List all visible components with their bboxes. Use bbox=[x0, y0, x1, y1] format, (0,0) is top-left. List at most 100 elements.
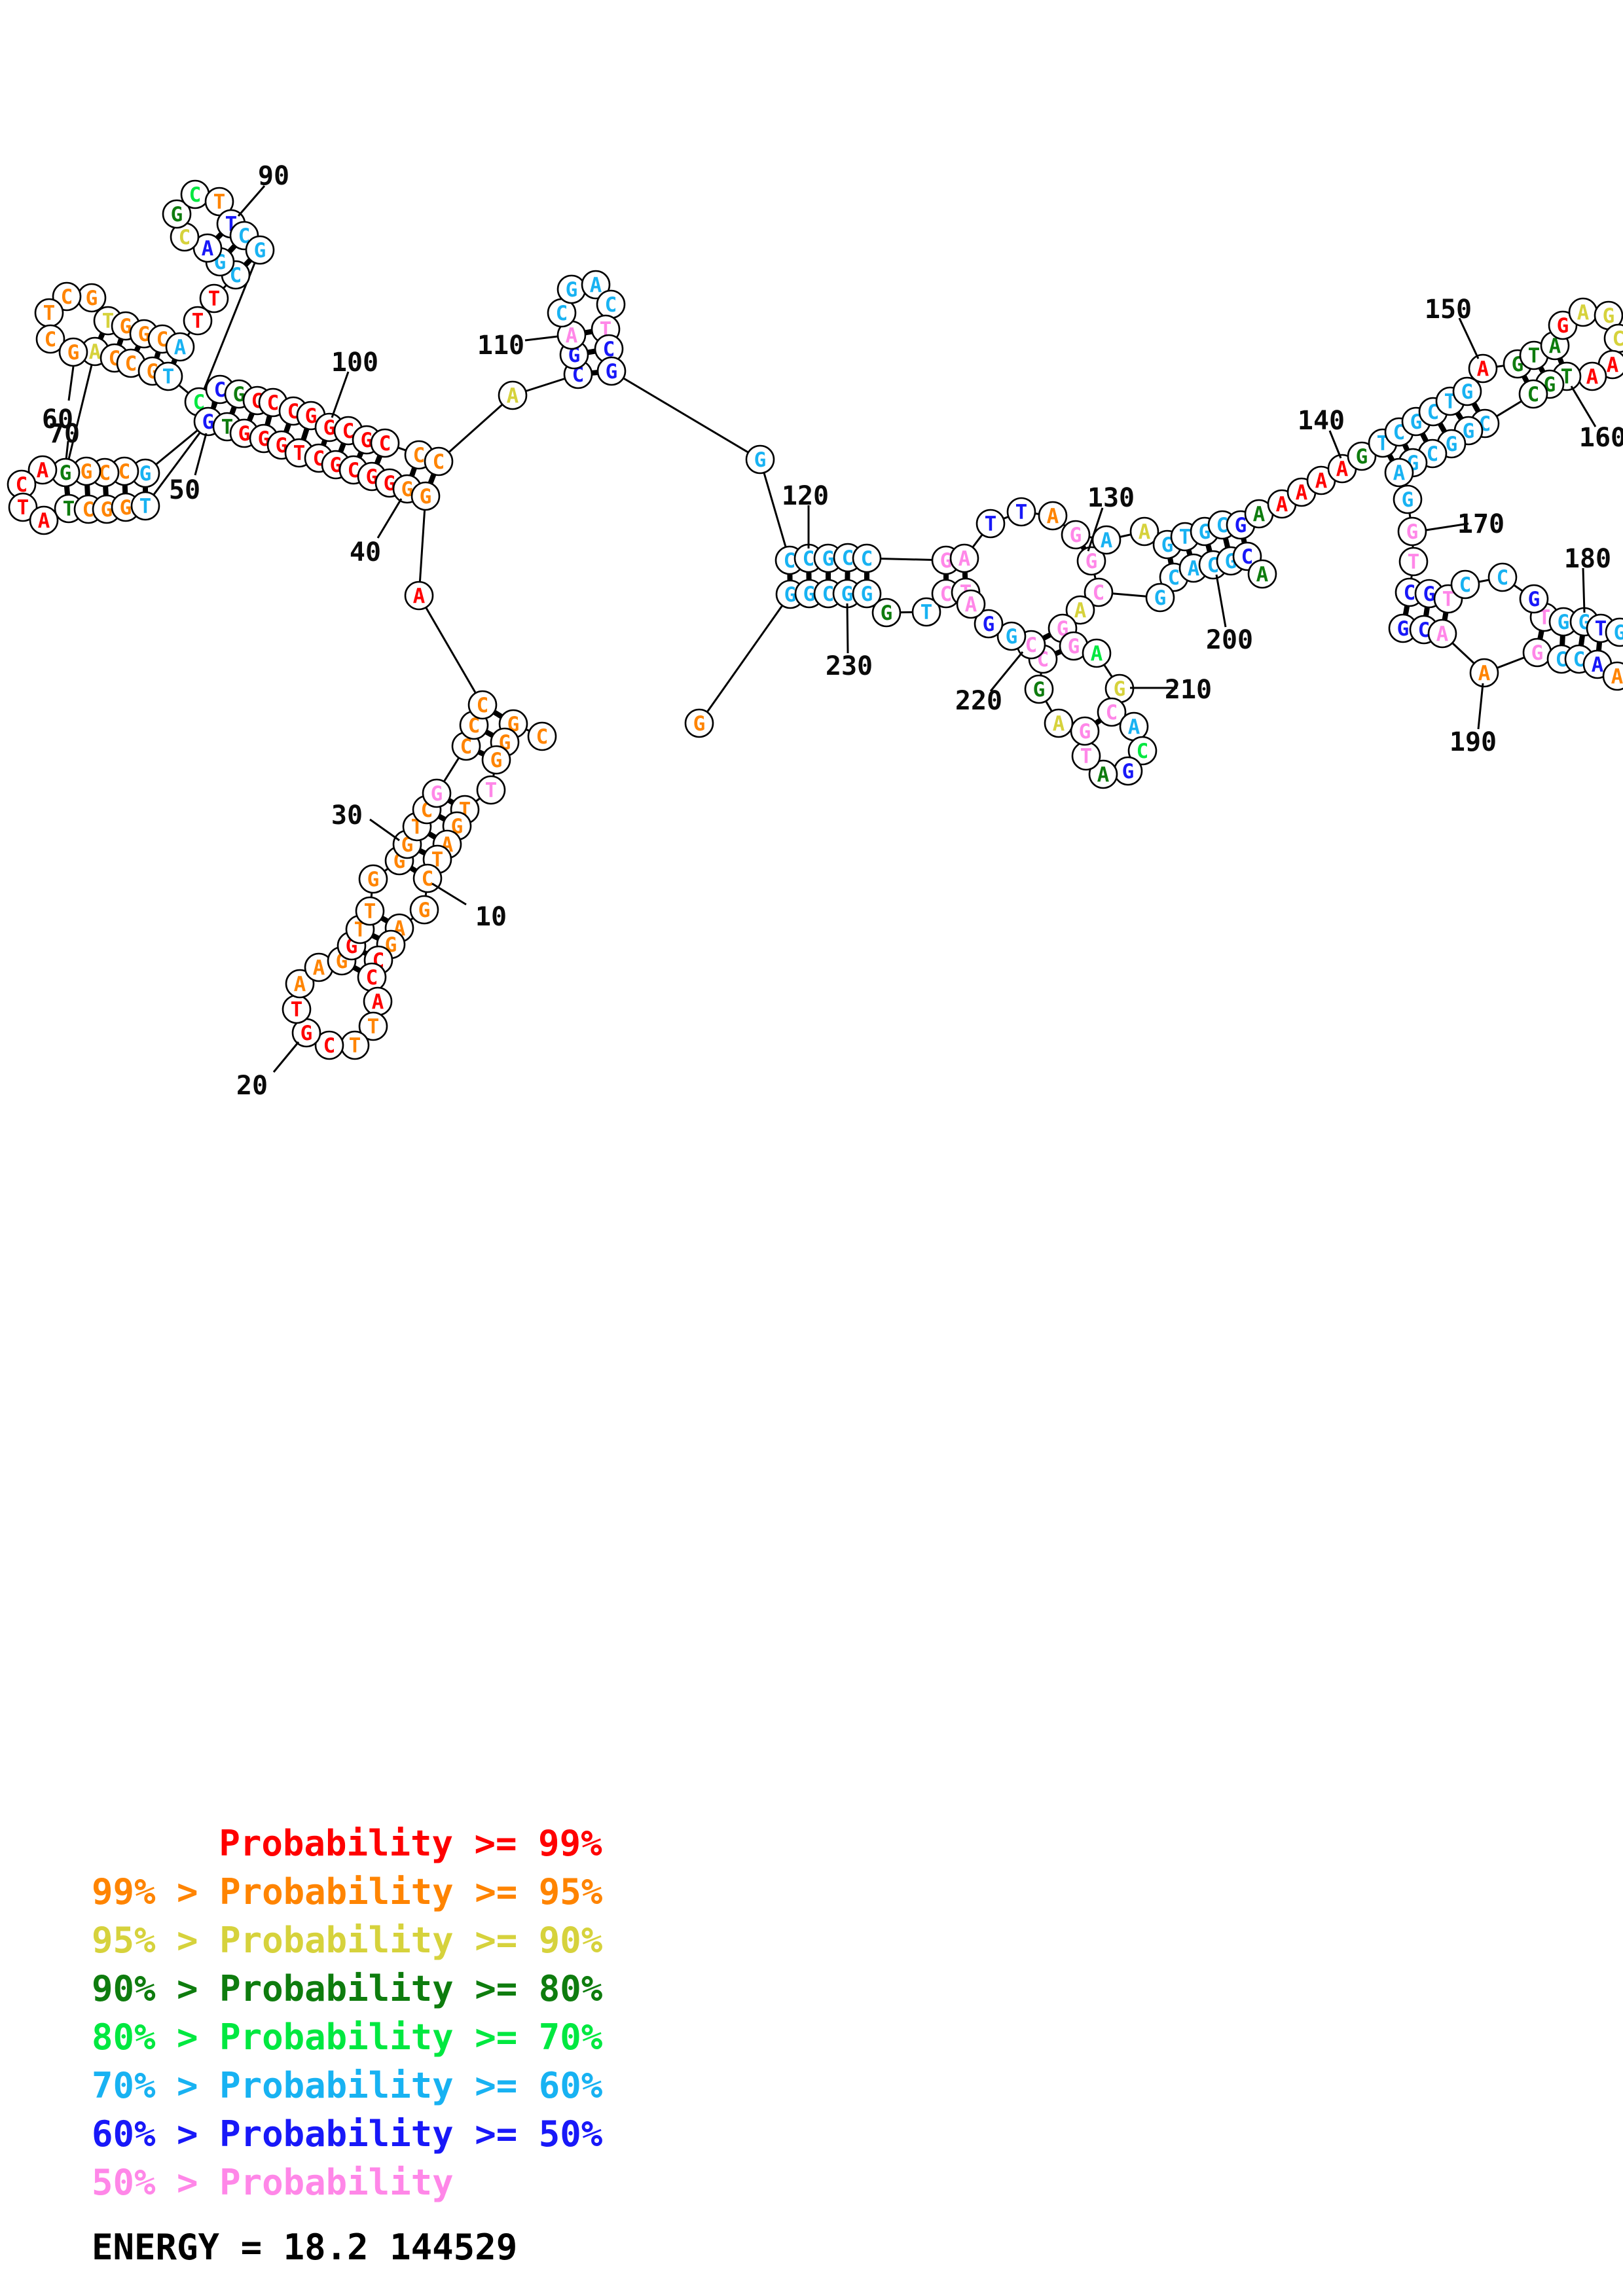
nucleotide-circle bbox=[1347, 441, 1377, 471]
nucleotide-letter: T bbox=[1015, 501, 1028, 524]
nucleotide: A bbox=[1306, 465, 1336, 495]
nucleotide-circle bbox=[1070, 716, 1100, 746]
nucleotide-letter: C bbox=[477, 694, 489, 717]
nucleotide-letter: C bbox=[214, 378, 227, 402]
nucleotide: G bbox=[1024, 674, 1054, 704]
nucleotide-letter: T bbox=[367, 1015, 380, 1039]
nucleotide-circle bbox=[404, 581, 434, 611]
nucleotide: A bbox=[1088, 759, 1118, 789]
nucleotide-letter: G bbox=[238, 422, 251, 446]
position-label: 120 bbox=[782, 481, 829, 511]
nucleotide-letter: A bbox=[1091, 642, 1103, 666]
nucleotide: T bbox=[34, 298, 64, 328]
nucleotide-letter: C bbox=[1106, 701, 1118, 725]
nucleotide-circle bbox=[1097, 697, 1127, 727]
nucleotide-letter: G bbox=[566, 278, 578, 302]
nucleotide-letter: G bbox=[1557, 314, 1569, 338]
nucleotide-letter: C bbox=[940, 583, 953, 606]
nucleotide: A bbox=[1038, 501, 1068, 531]
nucleotide-letter: T bbox=[213, 190, 226, 214]
nucleotide-letter: G bbox=[60, 461, 72, 485]
position-label-line bbox=[1582, 567, 1586, 613]
nucleotide: G bbox=[1347, 441, 1377, 471]
nucleotide: A bbox=[1602, 661, 1623, 691]
nucleotide-letter: A bbox=[1436, 622, 1449, 646]
nucleotide-letter: G bbox=[1070, 524, 1082, 547]
nucleotide-letter: A bbox=[313, 956, 325, 980]
nucleotide-letter: C bbox=[422, 867, 434, 891]
nucleotide-letter: G bbox=[1531, 641, 1544, 665]
nucleotide: G bbox=[596, 356, 627, 386]
position-label-line bbox=[1328, 430, 1342, 459]
nucleotide-letter: C bbox=[460, 735, 473, 759]
position-label: 230 bbox=[826, 651, 873, 681]
nucleotide-letter: C bbox=[238, 224, 251, 248]
nucleotide-letter: G bbox=[81, 460, 93, 484]
nucleotide: T bbox=[911, 597, 941, 627]
position-label: 90 bbox=[258, 161, 289, 191]
nucleotide-circle bbox=[1450, 569, 1480, 600]
nucleotide-letter: G bbox=[384, 472, 396, 495]
nucleotide-letter: T bbox=[1080, 745, 1093, 768]
nucleotide-letter: A bbox=[89, 340, 101, 364]
backbone-bonds-layer bbox=[20, 193, 1620, 1047]
backbone-bond bbox=[438, 394, 513, 463]
nucleotide-letter: G bbox=[1528, 588, 1541, 611]
nucleotide-letter: G bbox=[171, 203, 183, 226]
nucleotide-letter: T bbox=[354, 918, 367, 942]
position-label: 150 bbox=[1425, 295, 1472, 325]
nucleotide-letter: T bbox=[1539, 606, 1551, 630]
nucleotide-letter: G bbox=[1154, 586, 1167, 610]
nucleotide: C bbox=[527, 721, 557, 751]
nucleotide: C bbox=[424, 446, 454, 476]
nucleotide: T bbox=[8, 492, 38, 522]
nucleotide: G bbox=[130, 458, 160, 488]
nucleotide-letter: C bbox=[556, 302, 568, 325]
nucleotide: G bbox=[422, 778, 452, 808]
nucleotide-letter: C bbox=[45, 328, 57, 351]
nucleotide-circle bbox=[1038, 501, 1068, 531]
nucleotide-letter: C bbox=[1418, 619, 1431, 642]
nucleotide: C bbox=[357, 962, 387, 992]
nucleotide-letter: G bbox=[139, 462, 152, 486]
nucleotide: C bbox=[1084, 577, 1114, 607]
backbone-bond bbox=[759, 459, 791, 561]
nucleotide: A bbox=[949, 543, 979, 573]
nucleotide-letter: G bbox=[1614, 621, 1623, 645]
legend-row: 50% > Probability bbox=[92, 2162, 454, 2203]
nucleotide: A bbox=[1119, 711, 1149, 742]
nucleotide-letter: G bbox=[101, 498, 113, 522]
nucleotide: C bbox=[412, 863, 443, 893]
nucleotide-letter: C bbox=[1613, 327, 1623, 351]
nucleotide-letter: G bbox=[1033, 678, 1046, 702]
nucleotide-letter: G bbox=[138, 323, 151, 346]
position-label: 130 bbox=[1087, 483, 1135, 513]
nucleotide-letter: G bbox=[1446, 433, 1458, 456]
nucleotide: G bbox=[1145, 583, 1175, 613]
nucleotide-letter: A bbox=[1586, 365, 1599, 389]
nucleotide-circle bbox=[8, 492, 38, 522]
nucleotide: A bbox=[1468, 353, 1498, 384]
legend-row: 80% > Probability >= 70% bbox=[92, 2017, 603, 2058]
nucleotide: G bbox=[410, 481, 441, 511]
nucleotide-letter: G bbox=[418, 899, 431, 922]
position-label: 20 bbox=[236, 1071, 268, 1101]
nucleotide: G bbox=[162, 199, 192, 229]
nucleotide-letter: A bbox=[1128, 715, 1140, 739]
nucleotide-letter: G bbox=[120, 496, 132, 520]
nucleotide-letter: G bbox=[67, 341, 80, 365]
nucleotide-letter: C bbox=[366, 966, 378, 990]
nucleotide-letter: G bbox=[1410, 410, 1423, 434]
nucleotide: A bbox=[581, 270, 611, 300]
nucleotide: G bbox=[1397, 516, 1427, 547]
nucleotide-letter: T bbox=[63, 497, 75, 521]
nucleotide-letter: A bbox=[958, 547, 971, 571]
nucleotide-letter: T bbox=[1377, 432, 1389, 456]
nucleotide-letter: G bbox=[202, 410, 215, 434]
nucleotide-letter: A bbox=[507, 384, 519, 408]
nucleotide: C bbox=[1097, 697, 1127, 727]
nucleotide-letter: A bbox=[372, 990, 384, 1014]
nucleotide: G bbox=[871, 598, 902, 628]
nucleotide: G bbox=[58, 337, 88, 367]
